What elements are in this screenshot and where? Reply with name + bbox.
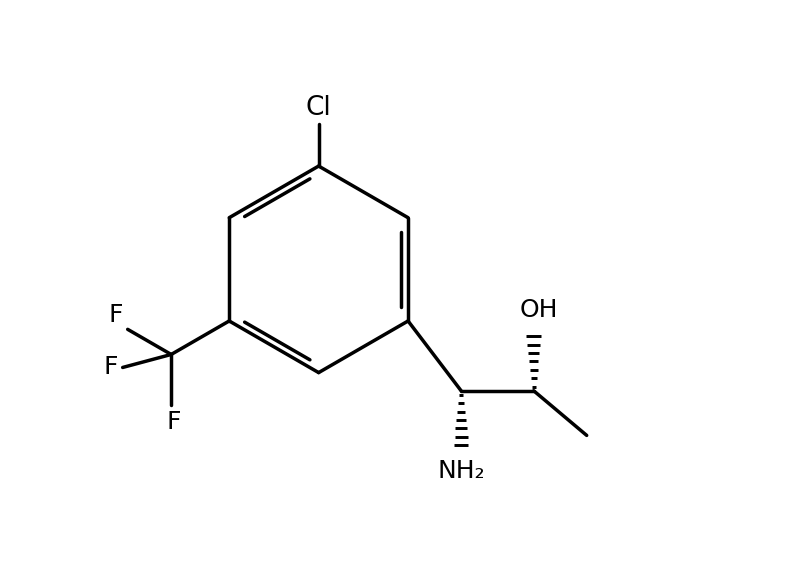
Text: OH: OH [520, 298, 559, 322]
Text: F: F [104, 356, 118, 379]
Text: F: F [167, 410, 181, 434]
Text: Cl: Cl [306, 95, 332, 121]
Text: NH₂: NH₂ [437, 459, 485, 484]
Text: F: F [109, 302, 123, 327]
